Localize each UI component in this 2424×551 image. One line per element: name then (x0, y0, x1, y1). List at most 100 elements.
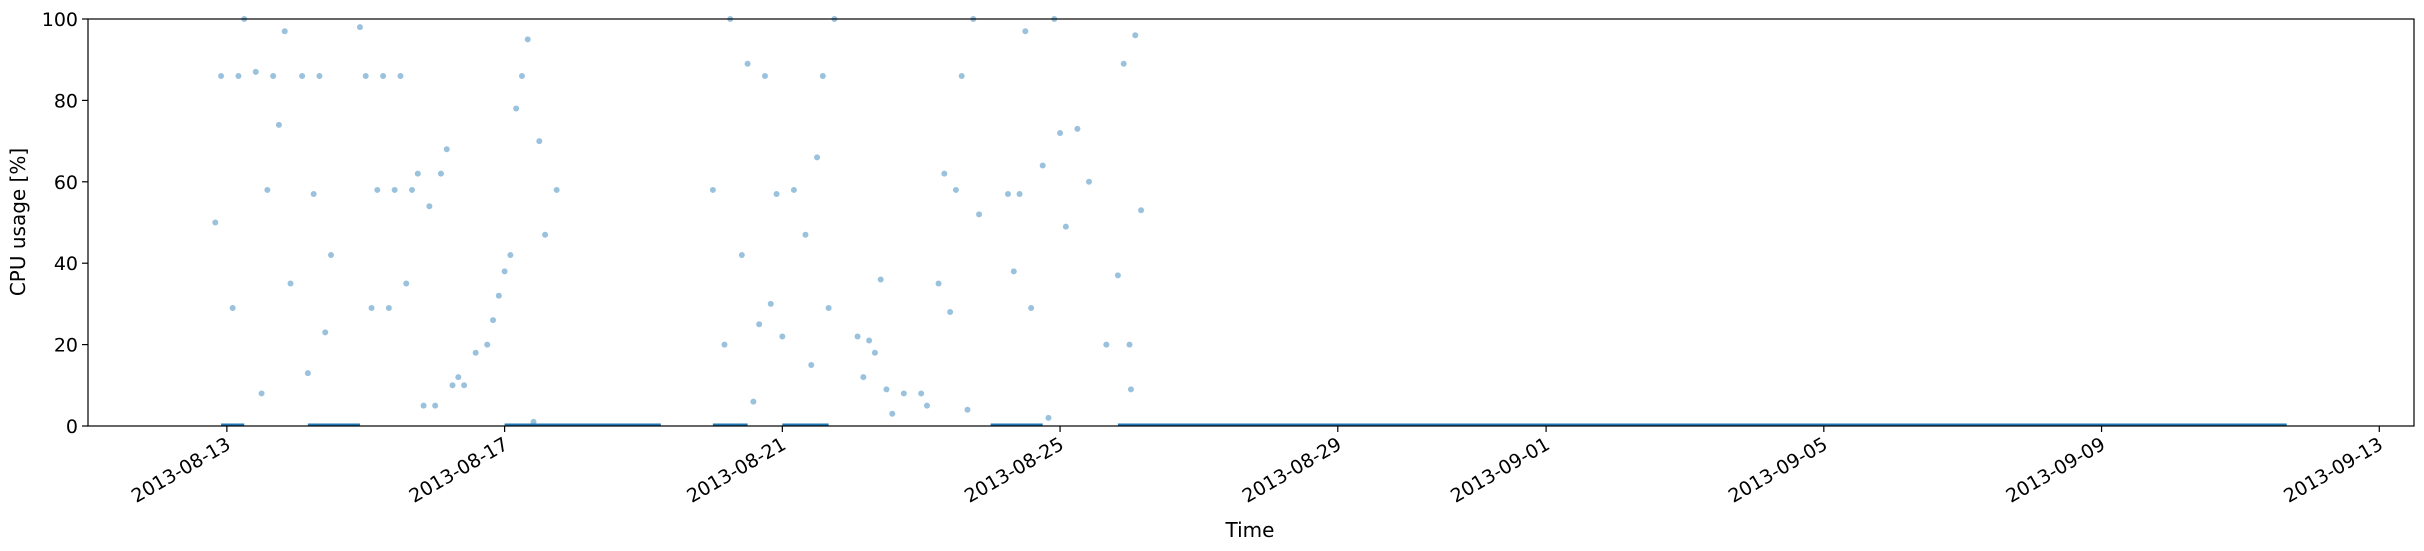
data-point (264, 186, 271, 193)
data-point (883, 386, 890, 393)
data-point (1022, 28, 1029, 35)
data-point (484, 341, 491, 348)
data-point (362, 72, 369, 79)
data-point (495, 292, 502, 299)
data-point (825, 304, 832, 311)
data-point (976, 211, 983, 218)
data-point (1126, 341, 1133, 348)
x-tick-label: 2013-08-17 (405, 433, 512, 507)
data-point (542, 231, 549, 238)
data-point (1120, 60, 1127, 67)
data-point (368, 304, 375, 311)
data-point (218, 72, 225, 79)
y-tick-label: 100 (42, 9, 78, 31)
data-point (409, 186, 416, 193)
data-point (1127, 386, 1134, 393)
data-point (530, 418, 537, 425)
data-point (1004, 191, 1011, 198)
data-point (507, 252, 514, 259)
data-point (1103, 341, 1110, 348)
data-point (866, 337, 873, 344)
data-point (854, 333, 861, 340)
data-point (443, 146, 450, 153)
data-point (779, 333, 786, 340)
data-point (374, 186, 381, 193)
data-point (328, 252, 335, 259)
data-point (756, 321, 763, 328)
data-point (252, 68, 259, 75)
data-point (709, 186, 716, 193)
data-point (1114, 272, 1121, 279)
x-tick-label: 2013-09-01 (1447, 433, 1554, 507)
data-point (750, 398, 757, 405)
data-point (889, 410, 896, 417)
data-point (449, 382, 456, 389)
y-axis: 0 20 40 60 80 100 (42, 9, 88, 438)
data-point (420, 402, 427, 409)
data-point (1010, 268, 1017, 275)
data-point (316, 72, 323, 79)
data-point (1057, 129, 1064, 136)
x-tick-label: 2013-08-29 (1239, 433, 1346, 507)
y-tick-label: 0 (66, 416, 78, 438)
data-point (513, 105, 520, 112)
data-point (356, 24, 363, 31)
data-point (900, 390, 907, 397)
data-point (455, 374, 462, 381)
data-point (553, 186, 560, 193)
data-point (524, 36, 531, 43)
data-point (964, 406, 971, 413)
data-point (270, 72, 277, 79)
data-point (322, 329, 329, 336)
plot-frame (87, 18, 2415, 427)
data-point (501, 268, 508, 275)
data-point (536, 138, 543, 145)
data-point (744, 60, 751, 67)
data-point (1039, 162, 1046, 169)
data-point (304, 370, 311, 377)
data-point (808, 361, 815, 368)
data-point (258, 390, 265, 397)
data-point (1132, 32, 1139, 39)
data-point (275, 121, 282, 128)
data-point (814, 154, 821, 161)
data-point (310, 191, 317, 198)
data-point (287, 280, 294, 287)
data-point (472, 349, 479, 356)
data-point (1062, 223, 1069, 230)
data-point (1028, 304, 1035, 311)
x-tick-label: 2013-08-21 (683, 433, 790, 507)
data-point (871, 349, 878, 356)
data-point (299, 72, 306, 79)
data-point (403, 280, 410, 287)
data-point (738, 252, 745, 259)
data-point (1074, 125, 1081, 132)
y-tick-label: 20 (54, 335, 78, 357)
data-point (819, 72, 826, 79)
y-tick-label: 40 (54, 253, 78, 275)
x-axis-label: Time (1225, 518, 1275, 542)
x-axis: 2013-08-13 2013-08-17 2013-08-21 2013-08-25… (128, 426, 2387, 508)
x-tick-label: 2013-08-13 (128, 433, 235, 507)
data-point (437, 170, 444, 177)
data-point (761, 72, 768, 79)
data-point (767, 300, 774, 307)
data-point (802, 231, 809, 238)
data-point (281, 28, 288, 35)
data-point (490, 317, 497, 324)
data-point (952, 186, 959, 193)
data-point (391, 186, 398, 193)
x-tick-label: 2013-08-25 (961, 433, 1068, 507)
data-point (212, 219, 219, 226)
data-point (432, 402, 439, 409)
data-point (958, 72, 965, 79)
data-point (235, 72, 242, 79)
data-point (877, 276, 884, 283)
data-point (518, 72, 525, 79)
data-point (414, 170, 421, 177)
data-point (397, 72, 404, 79)
data-point (721, 341, 728, 348)
data-point (941, 170, 948, 177)
